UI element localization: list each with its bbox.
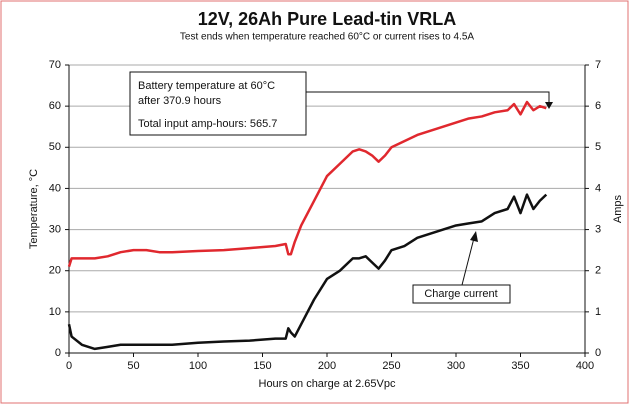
- annotation: after 370.9 hours: [138, 95, 222, 107]
- arrow-head: [545, 102, 553, 109]
- x-tick-label: 400: [576, 360, 594, 372]
- x-tick-label: 100: [189, 360, 207, 372]
- y-tick-label: 50: [49, 141, 61, 153]
- chart-title: 12V, 26Ah Pure Lead-tin VRLA: [198, 9, 456, 29]
- y2-tick-label: 6: [595, 100, 601, 112]
- y-tick-label: 40: [49, 182, 61, 194]
- y2-axis-label: Amps: [612, 194, 624, 223]
- y2-tick-label: 0: [595, 347, 601, 359]
- x-tick-label: 150: [253, 360, 271, 372]
- y2-tick-label: 5: [595, 141, 601, 153]
- x-axis-label: Hours on charge at 2.65Vpc: [259, 378, 396, 390]
- annotation-box: [412, 284, 511, 304]
- x-tick-label: 250: [382, 360, 400, 372]
- y2-tick-label: 3: [595, 223, 601, 235]
- y-axis-label: Temperature, °C: [28, 169, 40, 249]
- y-tick-label: 0: [55, 347, 61, 359]
- x-tick-label: 300: [447, 360, 465, 372]
- y-tick-label: 30: [49, 223, 61, 235]
- annotation: Charge current: [424, 288, 497, 300]
- annotation: Battery temperature at 60°C: [138, 80, 275, 92]
- y-tick-label: 70: [49, 59, 61, 71]
- y-tick-label: 10: [49, 306, 61, 318]
- data-line: [67, 100, 547, 267]
- y2-tick-label: 4: [595, 182, 601, 194]
- y2-tick-label: 7: [595, 59, 601, 71]
- y-tick-label: 60: [49, 100, 61, 112]
- data-line: [67, 193, 548, 351]
- annotation-box: [129, 71, 307, 136]
- x-tick-label: 0: [66, 360, 72, 372]
- chart-subtitle: Test ends when temperature reached 60°C …: [180, 32, 474, 43]
- y2-tick-label: 1: [595, 306, 601, 318]
- x-tick-label: 350: [511, 360, 529, 372]
- annotation-arrow: [306, 91, 550, 103]
- arrow-head: [470, 231, 478, 242]
- y-tick-label: 20: [49, 265, 61, 277]
- annotation: Total input amp-hours: 565.7: [138, 118, 277, 130]
- x-tick-label: 50: [127, 360, 139, 372]
- y2-tick-label: 2: [595, 265, 601, 277]
- x-tick-label: 200: [318, 360, 336, 372]
- annotation-arrow: [461, 237, 475, 286]
